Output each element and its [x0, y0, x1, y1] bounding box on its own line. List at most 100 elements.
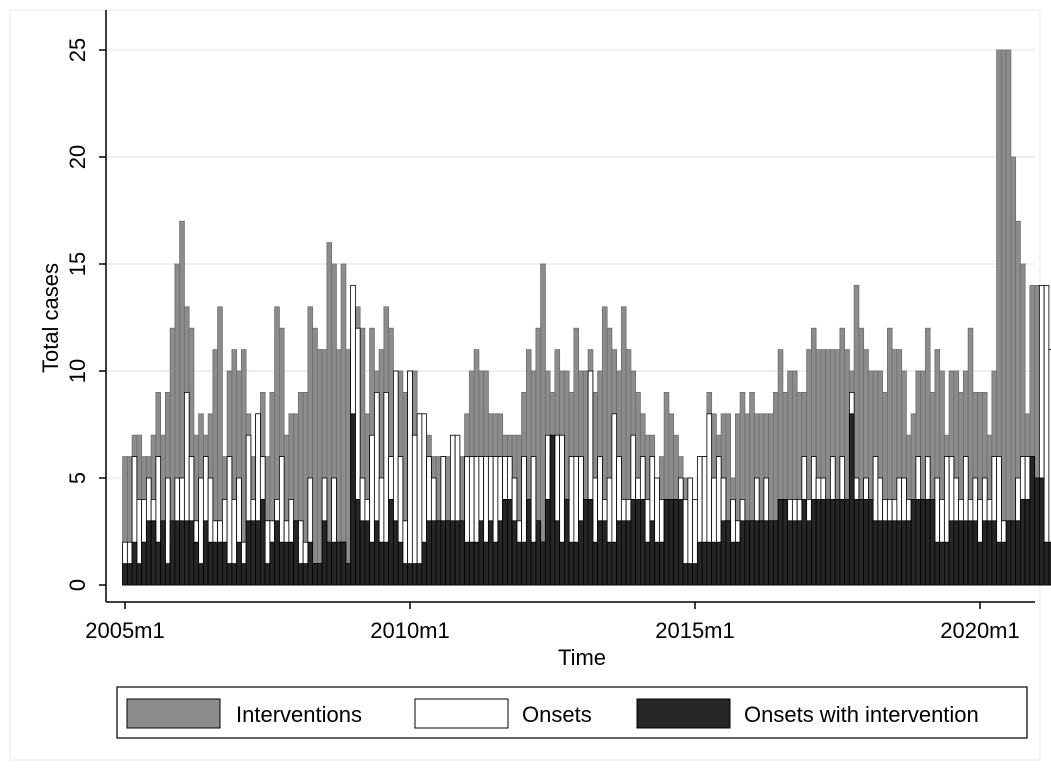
bar-onsets-with-intervention	[506, 498, 513, 586]
bar-onsets-with-intervention	[749, 520, 755, 586]
bar-onsets-with-intervention	[625, 520, 632, 586]
bar-onsets-with-intervention	[145, 520, 152, 586]
y-axis-ticks: 0 5 10 15 20 25	[65, 38, 106, 591]
y-tick-label: 0	[65, 579, 90, 591]
bar-onsets-with-intervention	[635, 498, 641, 586]
bar-onsets-with-intervention	[901, 520, 907, 586]
bar-onsets-with-intervention	[924, 498, 931, 586]
bar-onsets	[1043, 284, 1050, 586]
y-tick-label: 20	[65, 145, 90, 169]
bar-onsets-with-intervention	[706, 541, 713, 586]
bar-onsets-with-intervention	[668, 498, 675, 586]
legend-label-onsets-with-intervention: Onsets with intervention	[744, 702, 979, 727]
bar-onsets-with-intervention	[801, 498, 808, 586]
bar-onsets-with-intervention	[777, 498, 784, 586]
bar-onsets-with-intervention	[663, 498, 670, 586]
bar-onsets-with-intervention	[236, 541, 242, 586]
bar-onsets-with-intervention	[435, 520, 442, 586]
bar-onsets-with-intervention	[511, 520, 518, 586]
bar-onsets-with-intervention	[644, 541, 651, 586]
bar-onsets-with-intervention	[497, 520, 504, 586]
bar-onsets-with-intervention	[820, 498, 827, 586]
bar-onsets-with-intervention	[321, 520, 328, 586]
bar-onsets-with-intervention	[440, 520, 447, 586]
bar-onsets	[1048, 349, 1051, 586]
bar-onsets-with-intervention	[245, 520, 252, 586]
bar-onsets-with-intervention	[720, 520, 727, 586]
bar-onsets-with-intervention	[312, 563, 318, 586]
bar-onsets-with-intervention	[658, 541, 665, 586]
bar-onsets-with-intervention	[464, 541, 470, 586]
x-tick-label: 2010m1	[370, 618, 450, 643]
bar-onsets-with-intervention	[796, 520, 803, 586]
series-onsets-with-intervention	[122, 413, 1051, 586]
legend-swatch-onsets	[414, 698, 509, 729]
bar-onsets-with-intervention	[910, 498, 917, 586]
x-tick-label: 2015m1	[655, 618, 735, 643]
bar-onsets-with-intervention	[673, 498, 679, 586]
y-axis-title: Total cases	[38, 263, 63, 373]
bar-onsets-with-intervention	[782, 498, 789, 586]
bar-onsets-with-intervention	[844, 498, 850, 586]
bar-onsets-with-intervention	[568, 541, 575, 586]
bar-onsets-with-intervention	[734, 541, 741, 586]
bar-interventions	[312, 327, 318, 586]
bar-onsets-with-intervention	[620, 520, 627, 586]
bar-onsets-with-intervention	[763, 520, 770, 586]
legend-label-interventions: Interventions	[236, 702, 362, 727]
bar-onsets-with-intervention	[967, 520, 974, 586]
bar-onsets-with-intervention	[198, 563, 204, 586]
bar-onsets	[407, 370, 413, 586]
bar-onsets-with-intervention	[340, 541, 347, 586]
bar-onsets-with-intervention	[981, 520, 988, 586]
bar-onsets-with-intervention	[126, 563, 133, 586]
bar-onsets-with-intervention	[977, 541, 983, 586]
bar-onsets-with-intervention	[540, 541, 546, 586]
bar-onsets-with-intervention	[473, 541, 480, 586]
bar-onsets-with-intervention	[563, 498, 570, 586]
bar-onsets-with-intervention	[953, 520, 960, 586]
y-tick-label: 5	[65, 472, 90, 484]
bar-onsets-with-intervention	[1029, 456, 1036, 586]
y-tick-label: 10	[65, 359, 90, 383]
x-axis-ticks: 2005m1 2010m1 2015m1 2020m1	[85, 602, 1020, 643]
legend-label-onsets: Onsets	[522, 702, 592, 727]
bar-onsets-with-intervention	[331, 541, 337, 586]
bar-onsets-with-intervention	[354, 498, 361, 586]
bar-onsets-with-intervention	[806, 520, 812, 586]
bar-onsets-with-intervention	[578, 520, 584, 586]
bar-onsets-with-intervention	[739, 520, 746, 586]
bar-onsets-with-intervention	[535, 520, 542, 586]
bar-onsets-with-intervention	[825, 498, 831, 586]
bar-onsets-with-intervention	[815, 498, 822, 586]
bar-onsets-with-intervention	[231, 563, 238, 586]
bar-onsets-with-intervention	[202, 520, 209, 586]
bar-onsets-with-intervention	[521, 541, 527, 586]
bar-onsets-with-intervention	[164, 563, 171, 586]
bar-interventions	[345, 349, 352, 586]
bar-onsets-with-intervention	[905, 520, 912, 586]
bar-onsets-with-intervention	[326, 541, 333, 586]
bar-onsets-with-intervention	[226, 563, 233, 586]
bar-onsets-with-intervention	[986, 520, 993, 586]
bar-onsets-with-intervention	[454, 520, 461, 586]
bar-onsets-with-intervention	[839, 498, 846, 586]
bar-onsets-with-intervention	[744, 520, 751, 586]
bar-onsets-with-intervention	[193, 541, 200, 586]
bar-onsets-with-intervention	[217, 541, 223, 586]
bar-onsets-with-intervention	[525, 498, 532, 586]
bar-onsets-with-intervention	[730, 541, 736, 586]
bar-onsets-with-intervention	[886, 520, 893, 586]
bar-onsets-with-intervention	[858, 498, 865, 586]
bar-onsets-with-intervention	[1005, 520, 1012, 586]
bar-onsets-with-intervention	[934, 541, 941, 586]
bar-onsets-with-intervention	[449, 520, 456, 586]
bar-onsets-with-intervention	[768, 520, 774, 586]
bar-onsets-with-intervention	[183, 520, 190, 586]
bar-onsets-with-intervention	[369, 541, 375, 586]
bar-interventions	[1005, 49, 1012, 586]
bar-onsets-with-intervention	[611, 541, 618, 586]
bar-onsets-with-intervention	[1010, 520, 1017, 586]
bar-onsets-with-intervention	[753, 520, 760, 586]
